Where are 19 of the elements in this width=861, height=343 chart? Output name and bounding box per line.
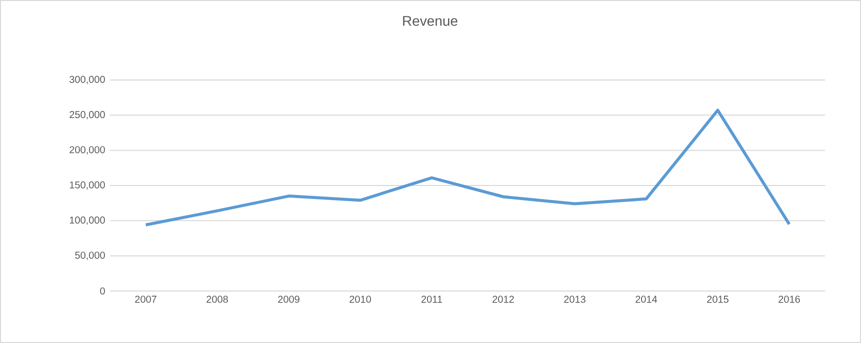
x-tick-label: 2009 bbox=[278, 296, 300, 303]
y-tick-label: 200,000 bbox=[70, 146, 105, 154]
x-tick-label: 2013 bbox=[564, 296, 586, 303]
y-tick-label: 50,000 bbox=[75, 252, 105, 260]
x-tick-label: 2010 bbox=[350, 296, 371, 303]
y-tick-label: 250,000 bbox=[70, 111, 105, 120]
y-tick-label: 0 bbox=[100, 287, 105, 295]
x-tick-label: 2007 bbox=[135, 296, 156, 303]
x-tick-label: 2008 bbox=[206, 296, 228, 303]
line-series bbox=[144, 108, 791, 226]
y-tick-label: 150,000 bbox=[70, 181, 105, 190]
x-tick-label: 2016 bbox=[778, 296, 800, 303]
x-tick-label: 2014 bbox=[636, 296, 658, 303]
y-tick-label: 100,000 bbox=[70, 216, 105, 225]
x-tick-label: 2011 bbox=[422, 296, 442, 303]
x-tick-label: 2012 bbox=[492, 296, 514, 303]
chart-title: Revenue bbox=[403, 16, 458, 26]
x-tick-label: 2015 bbox=[707, 296, 728, 303]
y-tick-label: 300,000 bbox=[70, 76, 105, 84]
